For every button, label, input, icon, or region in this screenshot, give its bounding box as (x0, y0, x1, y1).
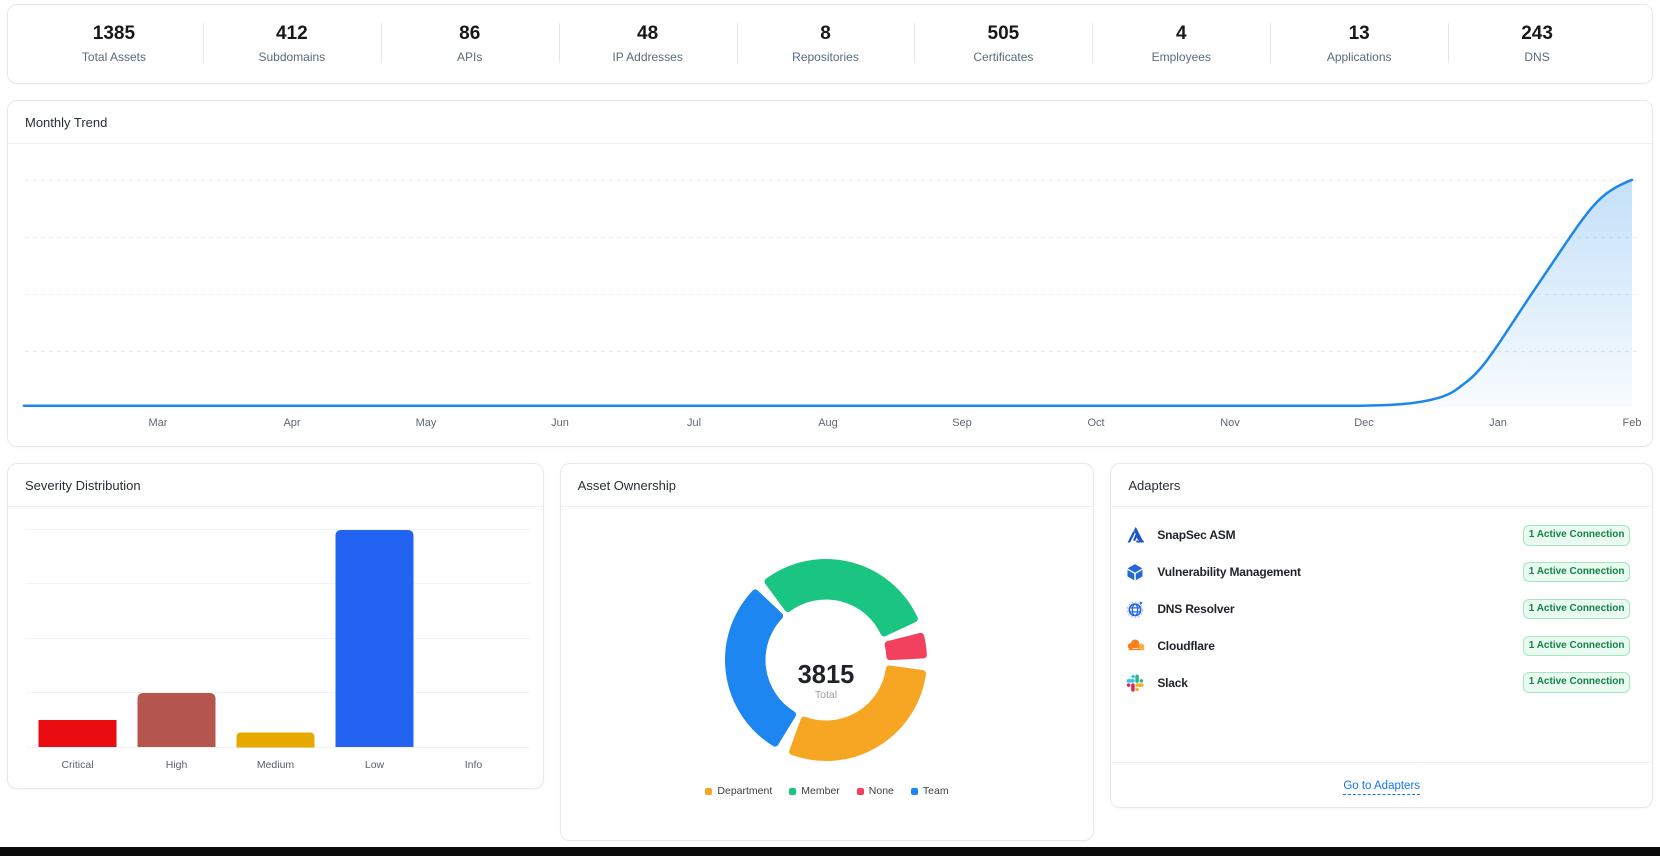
svg-text:Jun: Jun (551, 417, 569, 429)
svg-text:3815: 3815 (797, 661, 854, 689)
svg-text:Jan: Jan (1489, 417, 1507, 429)
svg-text:Nov: Nov (1220, 417, 1240, 429)
svg-text:Medium: Medium (257, 759, 295, 771)
svg-text:Sep: Sep (952, 417, 972, 429)
svg-text:Apr: Apr (283, 417, 300, 429)
svg-text:High: High (166, 759, 188, 771)
svg-text:Low: Low (365, 759, 385, 771)
svg-text:Feb: Feb (1623, 417, 1642, 429)
svg-text:Info: Info (465, 759, 483, 771)
svg-text:Critical: Critical (61, 759, 93, 771)
svg-text:Dec: Dec (1354, 417, 1374, 429)
svg-text:May: May (416, 417, 437, 429)
svg-text:Aug: Aug (818, 417, 838, 429)
svg-text:Mar: Mar (149, 417, 168, 429)
svg-text:Oct: Oct (1087, 417, 1104, 429)
svg-text:Jul: Jul (687, 417, 701, 429)
svg-text:Total: Total (815, 689, 837, 701)
